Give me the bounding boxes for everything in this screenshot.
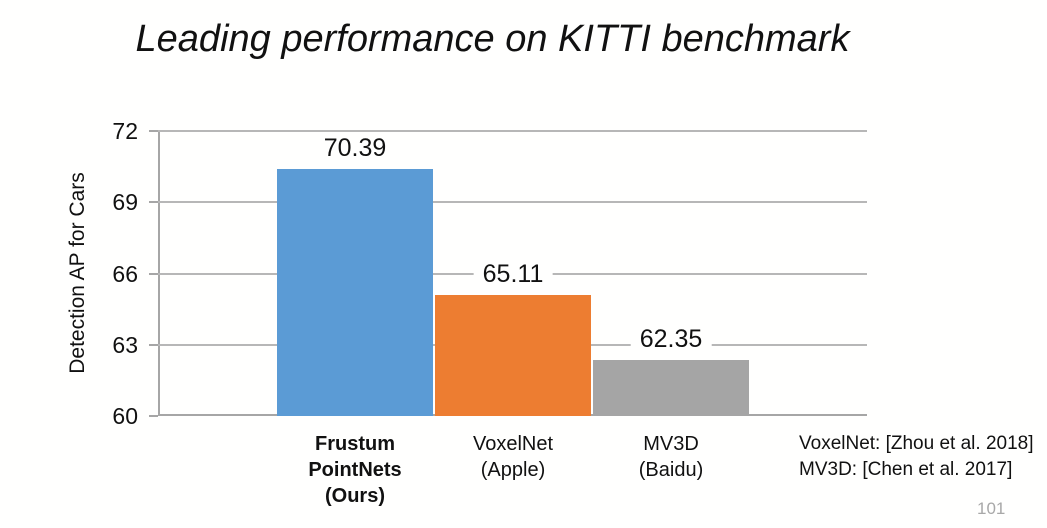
bar-value-label: 65.11 [473,260,553,288]
bar-value-label: 62.35 [630,326,712,354]
gridline [158,130,867,132]
y-tick-label: 72 [112,118,138,144]
y-tick-mark [149,201,158,204]
y-tick-label: 69 [112,189,138,216]
slide-title: Leading performance on KITTI benchmark [135,18,850,60]
bar-1 [435,294,591,416]
y-tick-mark [149,130,158,132]
bar-0 [277,169,433,416]
y-tick-mark [149,343,158,346]
category-label: Frustum PointNets (Ours) [308,433,402,507]
citation-mv3d: MV3D: [Chen et al. 2017] [799,459,1013,480]
citation-annotations: VoxelNet: [Zhou et al. 2018] MV3D: [Chen… [799,431,1034,483]
y-tick-label: 60 [112,403,138,429]
citation-voxelnet: VoxelNet: [Zhou et al. 2018] [799,433,1034,454]
y-tick-label: 63 [112,331,138,358]
bar-2 [593,360,749,416]
y-tick-mark [149,415,158,417]
category-label: VoxelNet (Apple) [472,433,554,481]
y-tick-label: 66 [112,260,138,287]
gridline [158,201,867,204]
y-tick-mark [149,272,158,275]
slide-page-number: 101 [977,499,1006,518]
bar-value-label: 70.39 [314,135,396,163]
category-label: MV3D (Baidu) [638,433,704,481]
